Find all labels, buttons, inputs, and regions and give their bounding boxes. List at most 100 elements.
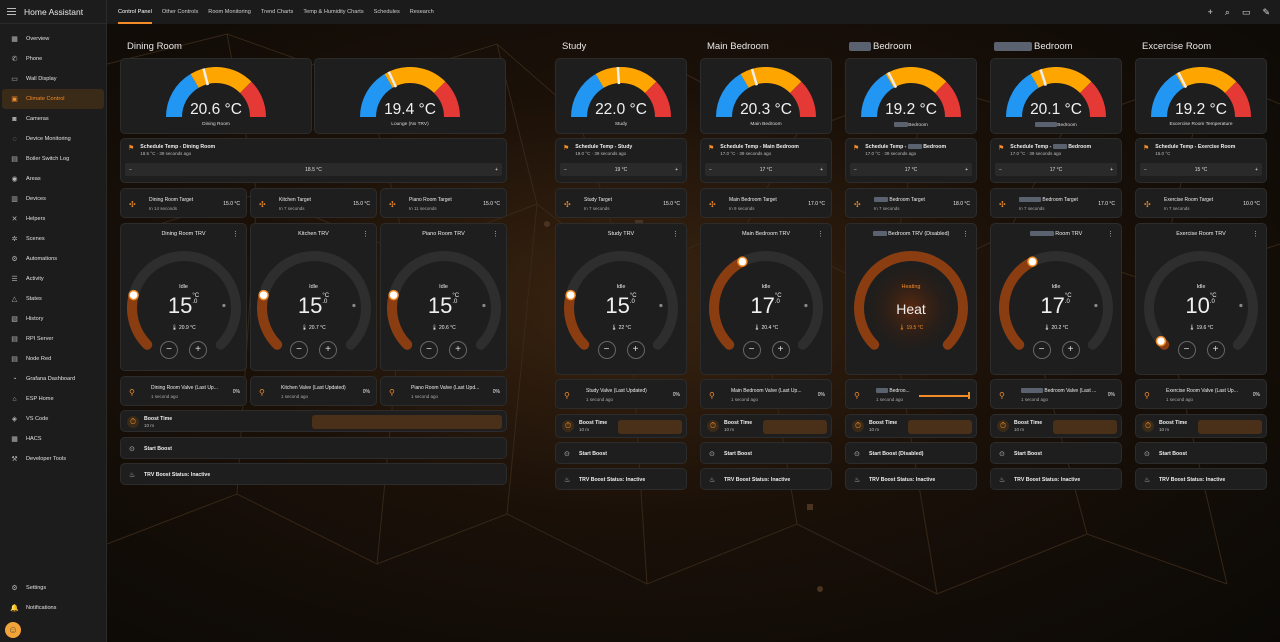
trv-dial[interactable] [254, 248, 374, 368]
boost-slider[interactable] [312, 415, 502, 429]
tab-room-monitoring[interactable]: Room Monitoring [208, 9, 251, 15]
sidebar-item-settings[interactable]: ⚙ Settings [2, 578, 104, 598]
increment-button[interactable]: + [1110, 166, 1113, 173]
start-boost-button[interactable]: ⊙ Start Boost [120, 437, 507, 459]
menu-icon[interactable] [7, 8, 16, 15]
user-avatar[interactable]: ☺ [5, 622, 21, 638]
decrement-button[interactable]: − [129, 166, 132, 173]
sidebar-item-developer-tools[interactable]: ⚒ Developer Tools [2, 449, 104, 469]
setpoint-handle[interactable] [565, 289, 576, 301]
more-options-icon[interactable]: ⋮ [1252, 231, 1259, 238]
decrease-button[interactable]: − [290, 341, 308, 359]
increment-button[interactable]: + [965, 166, 968, 173]
setpoint-handle[interactable] [1155, 335, 1167, 347]
decrease-button[interactable]: − [420, 341, 438, 359]
target-card[interactable]: ✣ Kitchen Target In 7 seconds 15.0 °C [250, 188, 377, 218]
valve-card[interactable]: ⚲ Dining Room Valve (Last Up... 1 second… [120, 376, 247, 406]
sidebar-item-activity[interactable]: ☰ Activity [2, 269, 104, 289]
setpoint-handle[interactable] [257, 289, 269, 301]
target-card[interactable]: ✣ Dining Room Target In 14 seconds 15.0 … [120, 188, 247, 218]
boost-slider[interactable] [1198, 420, 1262, 434]
valve-slider[interactable] [919, 395, 968, 397]
increment-button[interactable]: + [820, 166, 823, 173]
sidebar-item-devices[interactable]: ▥ Devices [2, 189, 104, 209]
start-boost-button[interactable]: ⊙ Start Boost [1135, 442, 1267, 464]
target-card[interactable]: ✣ Piano Room Target In 11 seconds 15.0 °… [380, 188, 507, 218]
sidebar-item-helpers[interactable]: ✕ Helpers [2, 209, 104, 229]
boost-slider[interactable] [763, 420, 827, 434]
tab-research[interactable]: Research [409, 9, 434, 15]
search-icon[interactable]: ⌕ [1224, 6, 1230, 17]
tab-other-controls[interactable]: Other Controls [161, 9, 199, 15]
trv-dial[interactable] [384, 248, 504, 368]
sidebar-item-scenes[interactable]: ✲ Scenes [2, 229, 104, 249]
more-options-icon[interactable]: ⋮ [232, 231, 239, 238]
trv-dial[interactable] [996, 248, 1116, 368]
schedule-stepper[interactable]: − 15 °C + [1140, 163, 1262, 176]
decrement-button[interactable]: − [854, 166, 857, 173]
increase-button[interactable]: + [449, 341, 467, 359]
sidebar-item-automations[interactable]: ⚙ Automations [2, 249, 104, 269]
more-options-icon[interactable]: ⋮ [492, 231, 499, 238]
decrease-button[interactable]: − [742, 341, 761, 359]
target-card[interactable]: ✣ Main Bedroom Target In 9 seconds 17.0 … [700, 188, 832, 218]
edit-icon[interactable]: ✎ [1262, 6, 1270, 17]
setpoint-handle[interactable] [127, 289, 139, 301]
start-boost-button[interactable]: ⊙ Start Boost [990, 442, 1122, 464]
sidebar-item-hacs[interactable]: ▦ HACS [2, 429, 104, 449]
increase-button[interactable]: + [771, 341, 790, 359]
assist-icon[interactable]: ▭ [1241, 6, 1251, 17]
sidebar-item-grafana-dashboard[interactable]: ◔ Grafana Dashboard [2, 369, 104, 389]
setpoint-handle[interactable] [737, 256, 748, 267]
increase-button[interactable]: + [1206, 341, 1225, 359]
sidebar-item-notifications[interactable]: 🔔 Notifications [2, 598, 104, 618]
start-boost-button[interactable]: ⊙ Start Boost [700, 442, 832, 464]
schedule-stepper[interactable]: − 17 °C + [995, 163, 1117, 176]
sidebar-item-device-monitoring[interactable]: ◌ Device Monitoring [2, 129, 104, 149]
boost-time-card[interactable]: ⏱ Boost Time 10 m [1135, 414, 1267, 438]
schedule-stepper[interactable]: − 19 °C + [560, 163, 682, 176]
tab-temp-humidity-charts[interactable]: Temp & Humidity Charts [303, 9, 364, 15]
increase-button[interactable]: + [319, 341, 337, 359]
sidebar-item-node-red[interactable]: ▤ Node Red [2, 349, 104, 369]
trv-dial[interactable] [124, 248, 244, 368]
schedule-stepper[interactable]: − 18.5 °C + [125, 163, 502, 176]
valve-card[interactable]: ⚲ Piano Room Valve (Last Upd... 1 second… [380, 376, 507, 406]
setpoint-handle[interactable] [1027, 256, 1038, 267]
more-options-icon[interactable]: ⋮ [962, 231, 969, 238]
target-card[interactable]: ✣ Exercise Room Target In 7 seconds 10.0… [1135, 188, 1267, 218]
more-options-icon[interactable]: ⋮ [817, 231, 824, 238]
sidebar-item-vs-code[interactable]: ◈ VS Code [2, 409, 104, 429]
sidebar-item-areas[interactable]: ◉ Areas [2, 169, 104, 189]
more-options-icon[interactable]: ⋮ [1107, 231, 1114, 238]
decrease-button[interactable]: − [160, 341, 178, 359]
boost-slider[interactable] [618, 420, 682, 434]
sidebar-item-esp-home[interactable]: ⌂ ESP Home [2, 389, 104, 409]
increment-button[interactable]: + [1255, 166, 1258, 173]
increment-button[interactable]: + [495, 166, 498, 173]
valve-card[interactable]: ⚲ Main Bedroom Valve (Last Up... 1 secon… [700, 379, 832, 409]
sidebar-item-states[interactable]: △ States [2, 289, 104, 309]
decrement-button[interactable]: − [1144, 166, 1147, 173]
valve-slider-handle[interactable] [968, 392, 970, 399]
target-card[interactable]: ✣ Study Target In 7 seconds 15.0 °C [555, 188, 687, 218]
trv-dial[interactable] [851, 248, 971, 368]
sidebar-item-overview[interactable]: ▦ Overview [2, 29, 104, 49]
add-icon[interactable]: + [1207, 7, 1213, 17]
tab-trend-charts[interactable]: Trend Charts [260, 9, 294, 15]
start-boost-button[interactable]: ⊙ Start Boost [555, 442, 687, 464]
decrement-button[interactable]: − [999, 166, 1002, 173]
trv-dial[interactable] [561, 248, 681, 368]
increase-button[interactable]: + [1061, 341, 1080, 359]
sidebar-item-phone[interactable]: ✆ Phone [2, 49, 104, 69]
tab-schedules[interactable]: Schedules [373, 9, 400, 15]
sidebar-item-climate-control[interactable]: ▣ Climate Control [2, 89, 104, 109]
decrement-button[interactable]: − [709, 166, 712, 173]
boost-time-card[interactable]: ⏱ Boost Time 10 m [555, 414, 687, 438]
boost-time-card[interactable]: ⏱ Boost Time 10 m [845, 414, 977, 438]
start-boost-button[interactable]: ⊙ Start Boost (Disabled) [845, 442, 977, 464]
more-options-icon[interactable]: ⋮ [672, 231, 679, 238]
decrement-button[interactable]: − [564, 166, 567, 173]
valve-card[interactable]: ⚲ Bedroo... 1 second ago [845, 379, 977, 409]
increment-button[interactable]: + [675, 166, 678, 173]
